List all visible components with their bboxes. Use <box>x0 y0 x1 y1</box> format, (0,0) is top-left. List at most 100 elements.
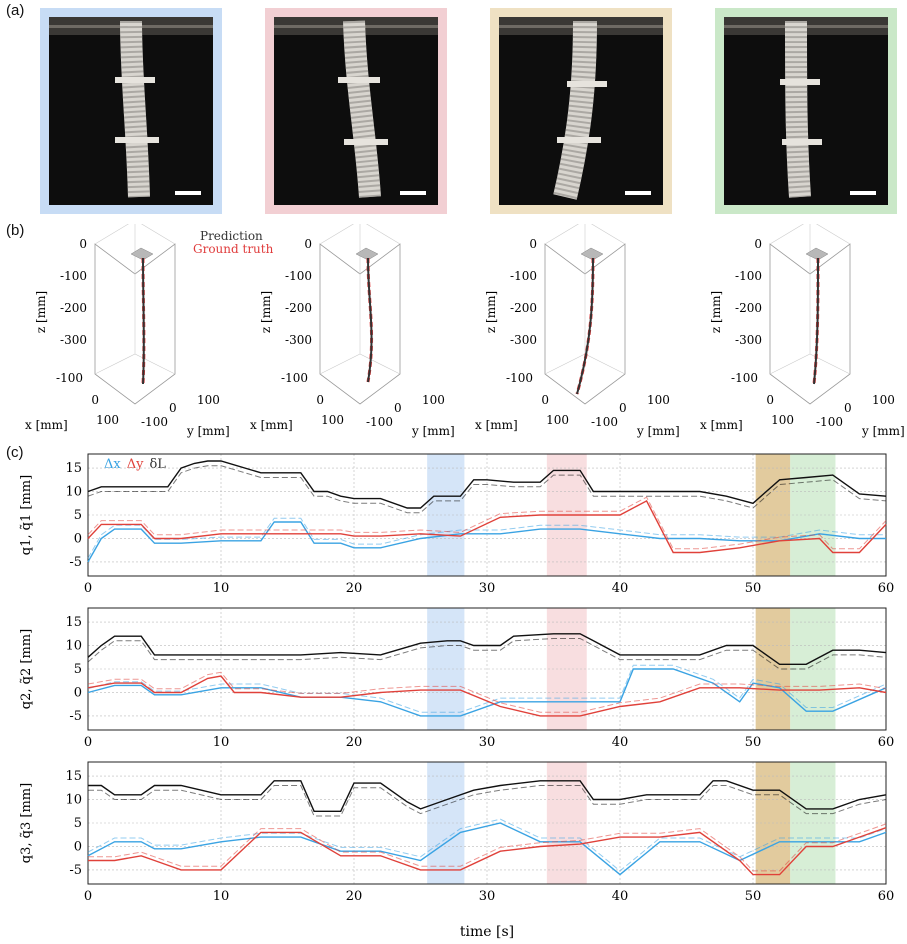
z-tick-label: 0 <box>79 237 87 251</box>
x-tick-label: 0 <box>316 393 324 407</box>
z-tick-label: -200 <box>60 301 87 315</box>
x-tick-label: 30 <box>479 581 496 596</box>
x-tick-label: 20 <box>346 889 363 904</box>
z-axis-label: z [mm] <box>34 291 48 333</box>
scale-bar <box>625 191 651 195</box>
series-dx-prediction <box>87 521 886 563</box>
robot-photo <box>499 17 663 205</box>
base-plate <box>355 247 379 261</box>
plot3d-gridline <box>769 224 851 375</box>
soft-robot-image <box>274 17 438 198</box>
y-tick-label: 100 <box>197 393 220 407</box>
scale-bar <box>400 191 426 195</box>
axes-box <box>87 761 887 885</box>
y-tick-label: 5 <box>74 662 82 677</box>
y-tick-label: 100 <box>647 393 670 407</box>
z-tick-label: -200 <box>510 301 537 315</box>
x-tick-label: 100 <box>771 413 794 427</box>
photo-frame-3 <box>490 8 672 214</box>
robot-photo <box>49 17 213 205</box>
z-tick-label: -100 <box>735 269 762 283</box>
y-tick-label: 100 <box>872 393 895 407</box>
x-tick-label: 50 <box>745 889 762 904</box>
z-tick-label: -200 <box>285 301 312 315</box>
photo-frame-4 <box>715 8 897 214</box>
legend-dx: Δx <box>104 457 121 472</box>
x-tick-label: 40 <box>612 581 629 596</box>
series-dy-ground-truth <box>87 671 887 713</box>
y-tick-label: -100 <box>816 415 843 429</box>
y-tick-label: 10 <box>65 485 82 500</box>
x-tick-label: 10 <box>213 735 230 750</box>
x-tick-label: 50 <box>745 581 762 596</box>
x-tick-label: 0 <box>91 393 99 407</box>
y-tick-label: -5 <box>69 555 82 570</box>
x-tick-label: 0 <box>84 581 92 596</box>
y-tick-label: -5 <box>69 863 82 878</box>
y-axis-label: y [mm] <box>186 424 230 438</box>
y-axis-label: q3, q̃3 [mm] <box>19 783 34 863</box>
y-axis-label: y [mm] <box>636 424 680 438</box>
x-tick-label: 60 <box>878 581 895 596</box>
series-dl-ground-truth <box>87 465 887 514</box>
plot3d-gridline <box>544 224 626 375</box>
z-tick-label: -100 <box>60 269 87 283</box>
z-tick-label: -100 <box>510 269 537 283</box>
series-dx-ground-truth <box>87 517 886 559</box>
series-dy-prediction <box>87 675 887 717</box>
x-tick-label: 20 <box>346 581 363 596</box>
series-dy-prediction <box>88 827 887 876</box>
panel-label-a: (a) <box>6 2 25 19</box>
y-tick-label: 10 <box>65 639 82 654</box>
x-tick-label: -100 <box>56 371 83 385</box>
y-tick-label: 0 <box>74 531 82 546</box>
axes-box <box>87 607 887 731</box>
z-tick-label: 0 <box>754 237 762 251</box>
z-axis-label: z [mm] <box>709 291 723 333</box>
x-tick-label: 100 <box>321 413 344 427</box>
y-tick-label: -5 <box>69 709 82 724</box>
series-dl-ground-truth <box>88 785 887 817</box>
photo-frame-1 <box>40 8 222 214</box>
y-tick-label: 0 <box>169 401 177 415</box>
y-axis-label: y [mm] <box>411 424 455 438</box>
legend-ground-truth: Ground truth <box>193 242 274 256</box>
legend-dy: Δy <box>127 457 144 472</box>
base-plate <box>130 247 154 261</box>
x-tick-label: 0 <box>541 393 549 407</box>
x-tick-label: 60 <box>878 889 895 904</box>
x-tick-label: -100 <box>506 371 533 385</box>
y-tick-label: 5 <box>74 816 82 831</box>
x-tick-label: 10 <box>213 889 230 904</box>
z-axis-label: z [mm] <box>259 291 273 333</box>
x-axis-label: x [mm] <box>700 418 743 432</box>
scale-bar <box>850 191 876 195</box>
legend-dl: δL <box>149 457 166 472</box>
soft-robot-image <box>49 17 213 198</box>
x-tick-label: 10 <box>213 581 230 596</box>
x-tick-label: 0 <box>766 393 774 407</box>
z-tick-label: -100 <box>285 269 312 283</box>
series-dx-ground-truth <box>87 818 887 872</box>
series-dl-prediction <box>88 780 887 812</box>
y-tick-label: -100 <box>366 415 393 429</box>
series-dx-ground-truth <box>87 664 887 713</box>
z-tick-label: -300 <box>60 333 87 347</box>
series-dy-ground-truth <box>87 496 887 550</box>
z-tick-label: 0 <box>529 237 537 251</box>
y-tick-label: 5 <box>74 508 82 523</box>
y-tick-label: 0 <box>74 839 82 854</box>
x-tick-label: 60 <box>878 735 895 750</box>
scale-bar <box>175 191 201 195</box>
y-tick-label: 10 <box>65 793 82 808</box>
legend-prediction: Prediction <box>200 229 263 243</box>
x-tick-label: -100 <box>281 371 308 385</box>
